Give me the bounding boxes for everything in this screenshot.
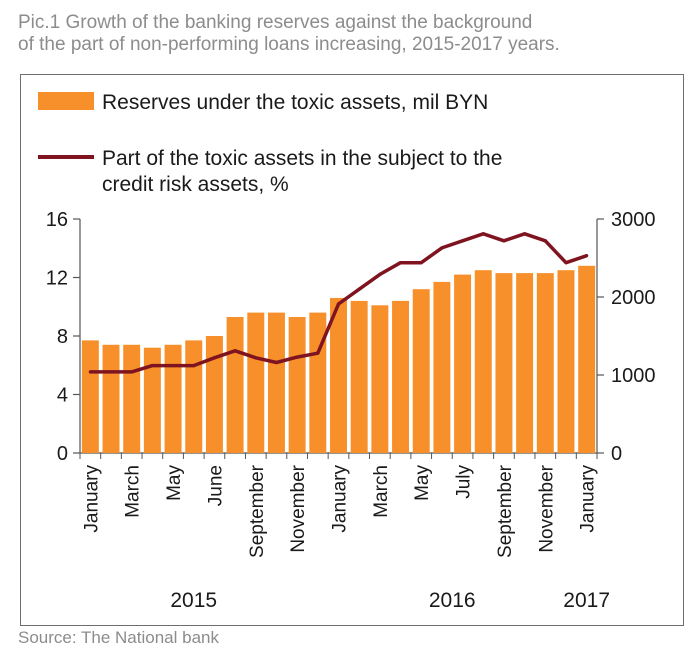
chart-title: Pic.1 Growth of the banking reserves aga…	[18, 12, 688, 56]
right-tick-label: 2000	[611, 287, 656, 309]
line-series	[88, 232, 589, 374]
line-point	[171, 364, 175, 368]
bar	[123, 344, 141, 453]
right-tick-label: 1000	[611, 365, 656, 387]
bar	[309, 312, 327, 453]
bar	[536, 273, 554, 453]
bar	[81, 340, 99, 453]
bar	[392, 300, 410, 453]
year-label: 2017	[563, 589, 610, 612]
x-tick-label: September	[247, 464, 268, 558]
legend-bar-swatch	[38, 92, 94, 110]
x-tick-label: January	[578, 465, 599, 533]
line-point	[523, 232, 527, 236]
bars	[81, 265, 596, 453]
x-tick-label: January	[81, 465, 102, 533]
chart-title-line-2: of the part of non-performing loans incr…	[18, 34, 560, 55]
bar	[350, 300, 368, 453]
bar	[143, 347, 161, 453]
bar	[371, 305, 389, 453]
x-tick-label: November	[536, 464, 557, 552]
line-point	[378, 272, 382, 276]
line-point	[254, 356, 258, 360]
line-point	[460, 239, 465, 243]
left-tick-label: 4	[57, 385, 68, 407]
line-point	[274, 360, 279, 365]
line-point	[316, 351, 320, 355]
right-tick-label: 0	[611, 443, 622, 465]
year-labels: 2015 2016 2017	[170, 589, 610, 612]
x-tick-label: March	[371, 465, 392, 518]
line-point	[357, 287, 361, 291]
line-point	[130, 370, 134, 374]
bar	[412, 289, 430, 453]
legend-line-label-2: credit risk assets, %	[102, 173, 289, 196]
legend-bar-label: Reserves under the toxic assets, mil BYN	[102, 91, 488, 114]
bar	[247, 312, 265, 453]
legend: Reserves under the toxic assets, mil BYN…	[38, 91, 502, 196]
x-tick-label: June	[205, 465, 226, 506]
right-tick-label: 3000	[611, 209, 656, 231]
axes: 0 4 8 12 16 0 1000 2000 3000	[46, 209, 656, 465]
line-point	[502, 239, 506, 243]
x-tick-label: November	[288, 464, 309, 552]
line-point	[212, 356, 217, 360]
left-tick-label: 8	[57, 326, 68, 348]
bar	[288, 316, 306, 453]
line-point	[564, 261, 568, 265]
left-tick-label: 0	[57, 443, 68, 465]
left-tick-label: 12	[46, 268, 68, 290]
chart-panel	[20, 74, 684, 626]
x-tick-label: January	[330, 465, 351, 533]
line-point	[398, 261, 403, 265]
bar	[433, 281, 451, 453]
bar	[164, 344, 182, 453]
line-point	[585, 254, 589, 258]
bar	[102, 344, 120, 453]
bar	[557, 270, 575, 453]
year-label: 2015	[170, 589, 217, 612]
left-tick-label: 16	[46, 209, 68, 231]
chart-title-line-1: Pic.1 Growth of the banking reserves aga…	[18, 12, 533, 33]
bar	[495, 273, 513, 453]
x-axis-labels: January March May June September November Janu…	[81, 464, 598, 558]
line-point	[150, 364, 154, 368]
line-point	[481, 232, 485, 236]
legend-line-label-1: Part of the toxic assets in the subject …	[102, 147, 502, 170]
year-label: 2016	[429, 589, 476, 612]
x-tick-label: May	[164, 465, 185, 501]
x-tick-label: May	[412, 465, 433, 501]
line-point	[192, 364, 196, 368]
bar	[578, 265, 596, 453]
source-note: Source: The National bank	[18, 628, 219, 647]
line-point	[543, 239, 547, 243]
x-tick-label: September	[495, 464, 516, 558]
line-point	[233, 349, 237, 353]
bar	[330, 297, 347, 453]
line-point	[295, 355, 299, 359]
line-point	[88, 370, 92, 374]
bar	[185, 340, 203, 453]
line-point	[336, 302, 341, 306]
bar	[226, 316, 244, 453]
bar	[516, 273, 534, 453]
bar	[454, 274, 472, 453]
line-point	[419, 261, 423, 265]
bar	[205, 336, 223, 453]
line-point	[440, 246, 444, 250]
x-tick-label: July	[454, 465, 475, 499]
line-point	[109, 370, 113, 374]
bar	[474, 270, 492, 453]
x-tick-label: March	[123, 465, 144, 518]
bar	[267, 312, 285, 453]
